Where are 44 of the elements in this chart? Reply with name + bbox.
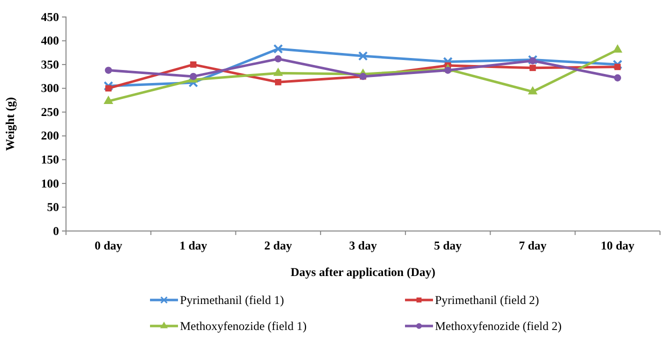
point [444, 66, 452, 74]
legend-label: Pyrimethanil (field 2) [435, 293, 539, 307]
point [358, 51, 368, 61]
y-tick-label: 50 [47, 200, 59, 214]
point [274, 78, 282, 86]
point [105, 85, 112, 92]
point [530, 64, 536, 72]
point [529, 57, 536, 64]
point [528, 86, 538, 94]
y-tick-label: 400 [41, 34, 59, 48]
point [273, 44, 283, 54]
y-tick-label: 150 [41, 152, 59, 167]
x-tick-label: 5 day [434, 238, 462, 253]
point [612, 60, 622, 70]
x-tick-label: 3 day [349, 238, 377, 253]
y-tick-label: 200 [41, 128, 59, 143]
y-axis-title: Weight (g) [3, 97, 17, 151]
point [190, 72, 197, 80]
y-tick-label: 100 [41, 176, 59, 190]
point [104, 96, 114, 104]
y-tick-label: 300 [41, 81, 59, 96]
legend-label: Pyrimethanil (field 1) [180, 293, 284, 307]
x-tick-label: 7 day [518, 238, 547, 253]
point [104, 66, 112, 74]
point [188, 78, 198, 88]
point [528, 54, 538, 65]
legend-label: Methoxyfenozide (field 1) [180, 319, 307, 333]
point [274, 55, 282, 62]
x-tick-label: 10 day [600, 238, 634, 253]
x-axis-title: Days after application (Day) [290, 265, 436, 279]
y-tick-label: 450 [41, 10, 59, 24]
y-tick-label: 250 [41, 104, 59, 119]
y-tick-label: 0 [53, 224, 59, 238]
point [104, 81, 114, 91]
x-tick-label: 0 day [94, 238, 122, 253]
x-tick-label: 2 day [264, 238, 292, 253]
point [614, 64, 621, 70]
point [614, 74, 622, 82]
point [612, 44, 622, 53]
point [273, 68, 283, 76]
x-tick-label: 1 day [179, 238, 208, 253]
y-tick-label: 350 [41, 57, 59, 72]
legend-label: Methoxyfenozide (field 2) [435, 319, 562, 333]
point [190, 61, 196, 68]
